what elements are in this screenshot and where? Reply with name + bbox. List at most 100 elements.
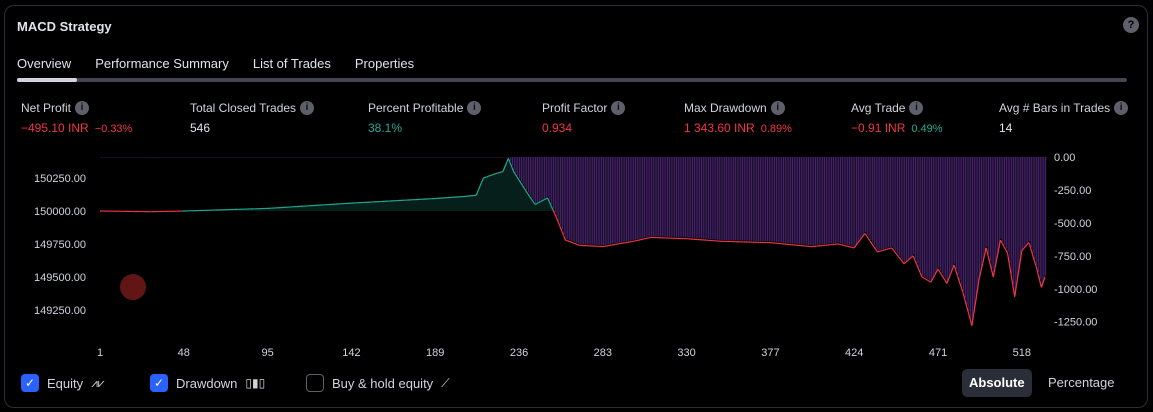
equity-line-segment xyxy=(538,201,541,204)
equity-line-segment xyxy=(518,179,522,184)
drawdown-bar xyxy=(246,157,248,158)
drawdown-bar xyxy=(832,157,835,244)
stat-3: Profit Factor i 0.934 xyxy=(542,101,626,135)
drawdown-bar xyxy=(260,157,262,158)
legend-drawdown[interactable]: ✓ Drawdown ▯▮▯ xyxy=(150,374,265,392)
drawdown-bar xyxy=(249,157,251,158)
drawdown-bar xyxy=(381,157,383,158)
tab-overview[interactable]: Overview xyxy=(17,56,72,71)
equity-line-segment xyxy=(903,261,907,265)
drawdown-bar xyxy=(854,157,856,247)
stat-value-text: 14 xyxy=(999,121,1013,135)
drawdown-bar xyxy=(403,157,405,158)
info-icon[interactable]: i xyxy=(611,101,626,115)
info-icon[interactable]: i xyxy=(1114,101,1129,115)
equity-line-segment xyxy=(1005,249,1009,254)
equity-line-segment xyxy=(917,268,921,273)
drawdown-bar xyxy=(1009,157,1011,263)
drawdown-checkbox[interactable]: ✓ xyxy=(150,374,168,392)
bar-chart-icon: ▯▮▯ xyxy=(245,376,266,390)
drawdown-bar xyxy=(718,157,720,240)
drawdown-bar xyxy=(722,157,724,241)
drawdown-bar xyxy=(272,157,275,158)
drawdown-bar xyxy=(280,157,282,158)
equity-line-segment xyxy=(998,239,1002,250)
help-icon[interactable]: ? xyxy=(1123,17,1139,33)
equity-line-segment xyxy=(896,254,900,258)
equity-line-segment xyxy=(957,275,960,282)
left-axis-tick: 150250.00 xyxy=(34,173,86,185)
drawdown-bar xyxy=(570,157,572,241)
equity-line-segment xyxy=(857,240,861,244)
equity-label: Equity xyxy=(47,375,84,391)
drawdown-bar xyxy=(171,157,173,158)
drawdown-bar xyxy=(183,157,186,158)
drawdown-bar xyxy=(360,157,362,158)
drawdown-bar xyxy=(995,157,997,267)
tab-performance-summary[interactable]: Performance Summary xyxy=(95,56,229,71)
drawdown-bar xyxy=(699,157,701,239)
drawdown-bar xyxy=(419,157,421,158)
drawdown-bar xyxy=(950,157,952,273)
drawdown-bar xyxy=(508,157,510,158)
stat-4: Max Drawdown i 1 343.60 INR 0.89% xyxy=(684,101,792,135)
buyhold-checkbox[interactable] xyxy=(306,374,324,392)
drawdown-bar xyxy=(622,157,624,242)
drawdown-bar xyxy=(615,157,617,244)
left-axis-tick: 149500.00 xyxy=(34,272,86,284)
drawdown-bar xyxy=(652,157,654,237)
drawdown-bar xyxy=(223,157,225,158)
equity-line-segment xyxy=(520,182,524,186)
drawdown-bar xyxy=(258,157,260,158)
drawdown-bar xyxy=(526,157,528,190)
drawdown-bar xyxy=(433,157,435,158)
drawdown-bar xyxy=(581,157,583,245)
drawdown-bar xyxy=(975,157,977,302)
drawdown-bar xyxy=(240,157,243,158)
equity-line-segment xyxy=(1039,280,1043,288)
info-icon[interactable]: i xyxy=(75,101,90,115)
info-icon[interactable]: i xyxy=(909,101,924,115)
tab-list-of-trades[interactable]: List of Trades xyxy=(252,56,331,71)
equity-line-segment xyxy=(860,235,864,239)
drawdown-bar xyxy=(772,157,774,242)
drawdown-bar xyxy=(800,157,802,245)
stat-label: Total Closed Trades i xyxy=(190,101,315,115)
drawdown-bar xyxy=(782,157,785,243)
stat-label-text: Avg Trade xyxy=(851,101,906,115)
right-axis-tick: -250.00 xyxy=(1054,185,1091,197)
drawdown-bar xyxy=(741,157,744,241)
tab-properties[interactable]: Properties xyxy=(354,56,415,71)
drawdown-bar xyxy=(524,157,526,188)
absolute-button[interactable]: Absolute xyxy=(962,369,1032,397)
info-icon[interactable]: i xyxy=(467,101,482,115)
equity-line-segment xyxy=(871,243,875,247)
equity-line-segment xyxy=(983,247,987,256)
drawdown-bar xyxy=(153,157,155,158)
percentage-button[interactable]: Percentage xyxy=(1048,375,1115,390)
drawdown-bar xyxy=(809,157,811,246)
drawdown-bar xyxy=(552,157,555,209)
drawdown-bar xyxy=(271,157,273,158)
drawdown-bar xyxy=(683,157,685,238)
drawdown-bar xyxy=(315,157,317,158)
info-icon[interactable]: i xyxy=(770,101,785,115)
drawdown-bar xyxy=(306,157,309,158)
drawdown-bar xyxy=(604,157,606,245)
stat-value: 1 343.60 INR 0.89% xyxy=(684,121,792,135)
drawdown-bar xyxy=(444,157,446,158)
drawdown-bar xyxy=(948,157,950,278)
drawdown-bar xyxy=(351,157,353,158)
legend-buyhold[interactable]: Buy & hold equity ⟋ xyxy=(306,374,450,392)
drawdown-bar xyxy=(395,157,398,158)
drawdown-bar xyxy=(670,157,672,237)
equity-line-segment xyxy=(987,255,991,263)
drawdown-bar xyxy=(986,157,988,247)
drawdown-bar xyxy=(506,157,508,158)
drawdown-bar xyxy=(347,157,350,158)
info-icon[interactable]: i xyxy=(300,101,315,115)
drawdown-bar xyxy=(638,157,640,239)
legend-equity[interactable]: ✓ Equity ⩘⩗ xyxy=(21,374,105,392)
drawdown-bar xyxy=(634,157,637,240)
equity-checkbox[interactable]: ✓ xyxy=(21,374,39,392)
